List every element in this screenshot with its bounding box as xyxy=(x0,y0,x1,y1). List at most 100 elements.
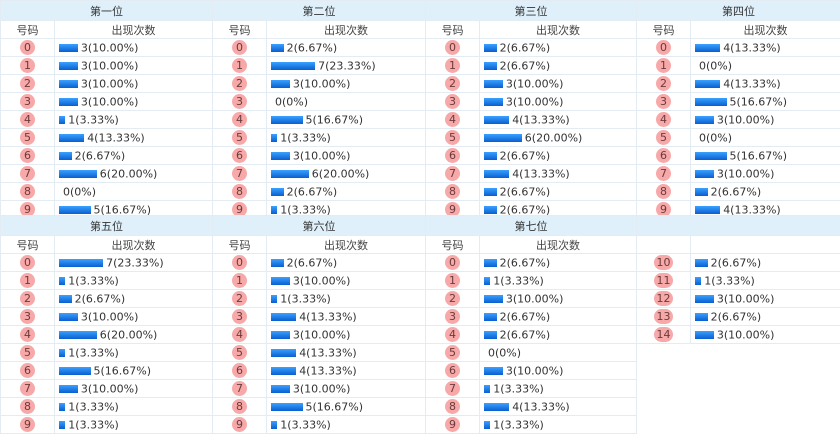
number-ball: 2 xyxy=(232,291,247,306)
number-cell: 4 xyxy=(0,110,55,129)
frequency-bar-icon xyxy=(695,97,727,106)
number-cell: 4 xyxy=(212,325,267,344)
frequency-bar-icon xyxy=(271,258,284,267)
position-table: 第六位 号码 出现次数 0 2(6.67%) 1 3(10.00%) 2 1(3.33%) 3 4(… xyxy=(212,215,426,434)
count-cell: 3(10.00%) xyxy=(54,379,213,398)
number-ball: 0 xyxy=(232,255,247,270)
table-row: 3 5(16.67%) xyxy=(636,92,840,111)
count-cell: 1(3.33%) xyxy=(266,415,426,434)
number-ball: 12 xyxy=(654,291,673,306)
number-ball: 9 xyxy=(445,417,460,432)
count-text: 6(20.00%) xyxy=(99,167,158,181)
frequency-bar-icon xyxy=(484,330,497,339)
count-column-header: 出现次数 xyxy=(54,235,213,254)
count-text: 2(6.67%) xyxy=(499,310,551,324)
number-cell: 9 xyxy=(212,415,267,434)
number-cell: 3 xyxy=(636,92,691,111)
table-row: 3 0(0%) xyxy=(212,92,426,111)
table-row: 7 3(10.00%) xyxy=(636,164,840,183)
count-cell: 3(10.00%) xyxy=(54,92,213,111)
count-text: 5(16.67%) xyxy=(93,364,152,378)
number-cell: 6 xyxy=(425,146,480,165)
number-column-header: 号码 xyxy=(212,20,267,39)
table-row: 14 3(10.00%) xyxy=(636,325,840,344)
count-cell: 1(3.33%) xyxy=(690,271,840,290)
number-ball: 0 xyxy=(20,255,35,270)
number-cell: 1 xyxy=(636,56,691,75)
count-cell: 4(13.33%) xyxy=(54,128,213,147)
position-title: 第七位 xyxy=(425,215,637,236)
frequency-bar-icon xyxy=(695,43,721,52)
count-text: 2(6.67%) xyxy=(286,256,338,270)
count-cell: 1(3.33%) xyxy=(479,271,637,290)
count-cell: 2(6.67%) xyxy=(266,182,426,201)
number-cell: 7 xyxy=(0,379,55,398)
number-ball: 1 xyxy=(20,58,35,73)
count-cell: 1(3.33%) xyxy=(54,271,213,290)
position-block-1: 第一位 号码 出现次数 0 3(10.00%) 1 3(10.00%) 2 3(10.00%) 3… xyxy=(0,0,213,219)
count-text: 3(10.00%) xyxy=(80,382,139,396)
table-row: 1 7(23.33%) xyxy=(212,56,426,75)
table-row: 2 3(10.00%) xyxy=(425,74,637,93)
number-cell: 4 xyxy=(212,110,267,129)
table-row: 4 3(10.00%) xyxy=(636,110,840,129)
number-ball: 6 xyxy=(232,148,247,163)
count-text: 1(3.33%) xyxy=(280,203,331,217)
number-cell: 12 xyxy=(636,289,691,308)
count-cell: 5(16.67%) xyxy=(690,146,840,165)
count-column-header: 出现次数 xyxy=(479,235,637,254)
count-cell: 0(0%) xyxy=(690,56,840,75)
number-ball: 1 xyxy=(445,58,460,73)
number-cell: 0 xyxy=(0,38,55,57)
table-row: 4 4(13.33%) xyxy=(425,110,637,129)
frequency-bar-icon xyxy=(271,43,284,52)
count-cell: 0(0%) xyxy=(690,128,840,147)
count-text: 3(10.00%) xyxy=(292,328,351,342)
count-cell: 3(10.00%) xyxy=(266,74,426,93)
number-ball: 4 xyxy=(232,327,247,342)
number-ball: 6 xyxy=(20,148,35,163)
count-text: 2(6.67%) xyxy=(499,59,551,73)
count-cell: 3(10.00%) xyxy=(479,361,637,380)
number-cell: 5 xyxy=(212,128,267,147)
frequency-bar-icon xyxy=(59,384,78,393)
count-cell: 1(3.33%) xyxy=(266,200,426,219)
number-cell: 7 xyxy=(425,379,480,398)
table-row: 9 1(3.33%) xyxy=(0,415,213,434)
frequency-bar-icon xyxy=(59,43,78,52)
number-cell: 2 xyxy=(0,289,55,308)
number-ball: 3 xyxy=(445,309,460,324)
number-cell: 7 xyxy=(636,164,691,183)
table-row: 5 4(13.33%) xyxy=(212,343,426,362)
number-cell: 11 xyxy=(636,271,691,290)
number-column-header: 号码 xyxy=(0,20,55,39)
table-row: 4 1(3.33%) xyxy=(0,110,213,129)
number-ball: 4 xyxy=(445,112,460,127)
count-text: 4(13.33%) xyxy=(87,131,145,145)
table-row: 9 1(3.33%) xyxy=(212,200,426,219)
count-cell: 7(23.33%) xyxy=(266,56,426,75)
number-cell: 8 xyxy=(425,182,480,201)
table-row: 1 3(10.00%) xyxy=(0,56,213,75)
table-row: 6 4(13.33%) xyxy=(212,361,426,380)
table-row: 13 2(6.67%) xyxy=(636,307,840,326)
number-cell: 6 xyxy=(0,146,55,165)
frequency-bar-icon xyxy=(484,384,491,393)
number-cell: 7 xyxy=(212,164,267,183)
count-cell: 2(6.67%) xyxy=(479,146,637,165)
frequency-bar-icon xyxy=(271,366,297,375)
table-row: 0 3(10.00%) xyxy=(0,38,213,57)
table-row: 1 0(0%) xyxy=(636,56,840,75)
count-text: 1(3.33%) xyxy=(280,418,331,432)
table-row: 12 3(10.00%) xyxy=(636,289,840,308)
number-ball: 5 xyxy=(232,130,247,145)
number-ball: 14 xyxy=(654,327,673,342)
count-text: 3(10.00%) xyxy=(292,77,351,91)
table-row: 6 3(10.00%) xyxy=(425,361,637,380)
count-cell: 3(10.00%) xyxy=(266,325,426,344)
count-cell: 1(3.33%) xyxy=(54,415,213,434)
count-cell: 1(3.33%) xyxy=(54,343,213,362)
count-cell: 2(6.67%) xyxy=(479,253,637,272)
number-ball: 0 xyxy=(445,40,460,55)
frequency-bar-icon xyxy=(271,115,303,124)
